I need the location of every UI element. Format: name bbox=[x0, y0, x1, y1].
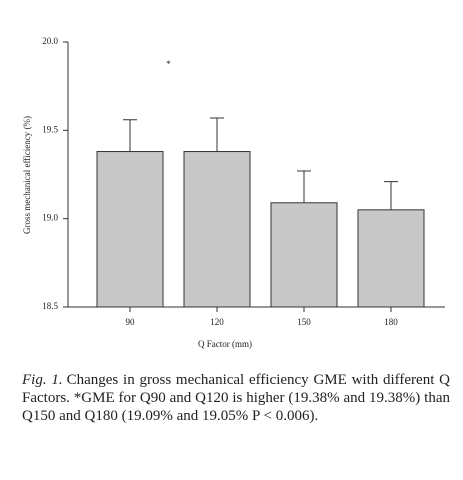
y-tick-label: 19.5 bbox=[42, 124, 58, 134]
annotation: * bbox=[166, 59, 171, 69]
caption: Fig. 1. Changes in gross mechanical effic… bbox=[22, 371, 450, 425]
x-tick-label: 120 bbox=[210, 317, 224, 327]
bar bbox=[357, 209, 425, 308]
error-bar bbox=[210, 117, 224, 152]
x-tick-label: 180 bbox=[384, 317, 398, 327]
error-bar bbox=[384, 181, 398, 210]
x-tick-label: 150 bbox=[297, 317, 311, 327]
bar bbox=[183, 151, 251, 308]
y-tick-label: 18.5 bbox=[42, 301, 58, 311]
bar bbox=[96, 151, 164, 308]
caption-label: Fig. 1. bbox=[22, 372, 63, 388]
y-tick-label: 19.0 bbox=[42, 213, 58, 223]
y-axis-label: Gross mechanical efficiency (%) bbox=[22, 116, 32, 234]
y-tick-label: 20.0 bbox=[42, 36, 58, 46]
x-axis-label: Q Factor (mm) bbox=[198, 339, 252, 349]
caption-text: Changes in gross mechanical efficiency G… bbox=[22, 372, 450, 424]
error-bar bbox=[123, 119, 137, 152]
chart: Q Factor (mm) Gross mechanical efficienc… bbox=[22, 36, 445, 349]
error-bar bbox=[297, 170, 311, 203]
bar bbox=[270, 202, 338, 308]
x-tick-label: 90 bbox=[126, 317, 136, 327]
